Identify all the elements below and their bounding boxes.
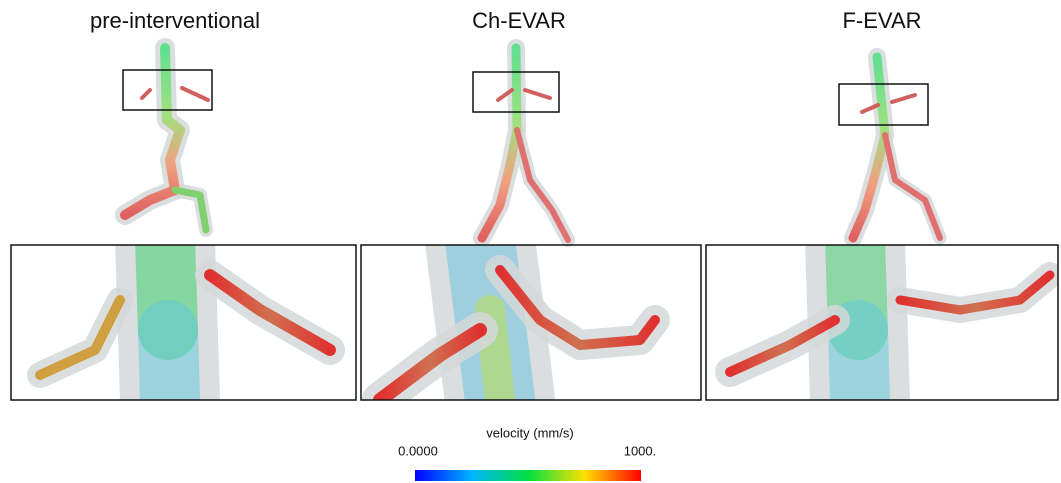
vessel-render xyxy=(482,48,568,240)
colorbar xyxy=(415,470,641,481)
colorbar-max: 1000. xyxy=(624,443,657,458)
colorbar-min: 0.0000 xyxy=(398,443,438,458)
figure: pre-interventional Ch-EVAR F-EVAR xyxy=(0,0,1061,483)
panel-title: F-EVAR xyxy=(842,8,921,33)
zoom-render xyxy=(40,240,330,400)
panel-title: Ch-EVAR xyxy=(472,8,566,33)
colorbar-label: velocity (mm/s) xyxy=(486,425,573,440)
panel-title: pre-interventional xyxy=(90,8,260,33)
vessel-render xyxy=(125,48,208,230)
zoom-render xyxy=(380,240,655,400)
zoom-render xyxy=(730,240,1050,400)
